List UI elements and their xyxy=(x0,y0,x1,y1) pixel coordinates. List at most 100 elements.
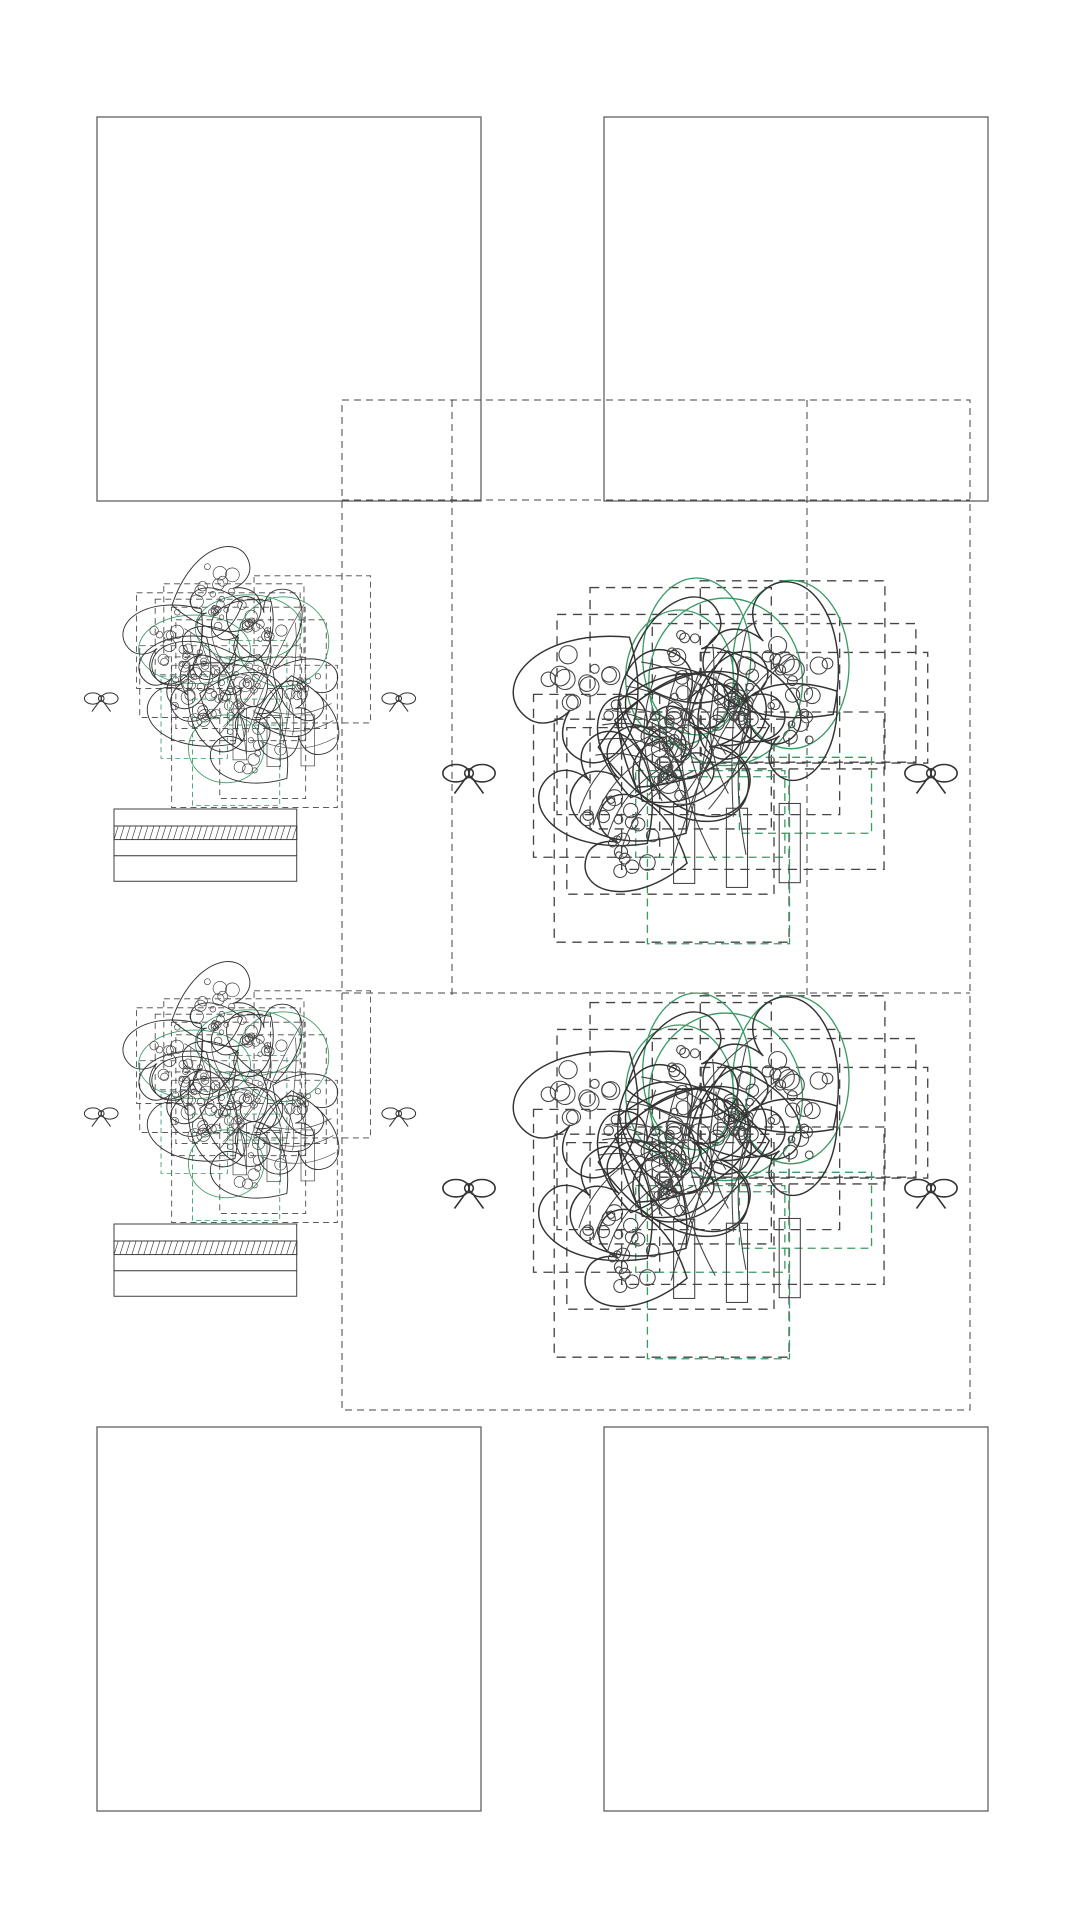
hatch-line xyxy=(214,825,220,840)
hatch-line xyxy=(137,825,143,840)
dot xyxy=(767,1116,775,1125)
bow-knot xyxy=(97,695,105,702)
bow-tail xyxy=(915,777,947,794)
leaf-outline xyxy=(226,1003,303,1084)
polka-dot-leaf xyxy=(190,587,243,638)
dot xyxy=(197,996,208,1007)
tag-rect xyxy=(232,1123,247,1176)
hatch-line xyxy=(262,1240,268,1255)
leaf-outline xyxy=(254,680,315,738)
dot xyxy=(661,735,675,750)
dot xyxy=(582,1224,594,1236)
dot xyxy=(670,692,679,701)
dot xyxy=(247,1152,254,1159)
dot xyxy=(243,1092,255,1104)
tree-cluster xyxy=(442,577,958,945)
dot xyxy=(730,698,739,708)
stripe xyxy=(260,720,334,732)
stripe xyxy=(592,1162,665,1241)
dot xyxy=(178,1059,188,1070)
stripe xyxy=(641,661,742,731)
bow-knot xyxy=(395,1110,403,1117)
dot xyxy=(182,653,189,660)
stem xyxy=(184,628,247,755)
tag-rect xyxy=(673,803,696,884)
dot xyxy=(202,1128,210,1136)
dot xyxy=(782,1073,805,1097)
dot xyxy=(314,673,322,680)
guide-box xyxy=(253,575,372,724)
dot xyxy=(554,1083,576,1106)
dot xyxy=(218,614,225,620)
guide-box xyxy=(136,592,301,689)
leaf-outline xyxy=(584,793,688,893)
dot xyxy=(200,1075,207,1082)
dot xyxy=(733,710,748,726)
bow-loop xyxy=(398,1107,417,1120)
dot xyxy=(613,864,628,879)
green-guide xyxy=(160,1090,228,1174)
hatch-line xyxy=(286,1240,292,1255)
dot xyxy=(219,1104,232,1116)
dot xyxy=(157,653,170,666)
dot xyxy=(190,1082,203,1095)
dot xyxy=(624,859,640,874)
leaf-outline xyxy=(122,1019,203,1100)
dot xyxy=(589,663,600,674)
dot xyxy=(241,1035,254,1048)
tree-cluster xyxy=(442,992,958,1360)
dot xyxy=(579,811,595,827)
striped-leaf xyxy=(611,1064,751,1203)
tag-rect xyxy=(266,715,281,767)
dot xyxy=(662,740,674,752)
leaf-outline xyxy=(151,640,237,722)
tag-rect xyxy=(725,807,749,888)
dot xyxy=(561,694,579,712)
hatch-line xyxy=(197,1240,202,1255)
stripe xyxy=(592,747,665,826)
small-tree-upper xyxy=(83,546,417,882)
hatch-line xyxy=(113,825,119,840)
dot xyxy=(623,802,639,819)
dot xyxy=(174,1023,181,1031)
dot xyxy=(657,1186,680,1209)
guide-box xyxy=(154,1013,271,1091)
dot xyxy=(665,701,684,720)
hatch-line xyxy=(226,1240,232,1255)
dot xyxy=(228,588,236,596)
dot xyxy=(302,1100,310,1108)
dot xyxy=(661,1150,675,1165)
leaf-outline xyxy=(226,588,303,669)
green-guide xyxy=(160,675,228,759)
bottom-right-panel xyxy=(603,1426,989,1812)
stem xyxy=(670,662,781,866)
hatch-line xyxy=(220,1240,226,1255)
bow-knot xyxy=(463,1183,475,1194)
hatch-line xyxy=(280,1240,286,1255)
dot xyxy=(251,1037,261,1047)
bottom-left-panel xyxy=(96,1426,482,1812)
dot xyxy=(225,567,240,583)
hatch-line xyxy=(155,825,161,840)
striped-leaf xyxy=(569,1140,694,1264)
dot xyxy=(182,1058,194,1069)
polka-dot-leaf xyxy=(738,682,838,782)
leaf-outline xyxy=(254,1095,315,1153)
leaf-outline xyxy=(617,1064,751,1203)
bow-tail xyxy=(91,1116,112,1127)
dot xyxy=(219,689,232,701)
hatch-line xyxy=(244,1240,250,1255)
dot xyxy=(579,1091,600,1112)
dot xyxy=(639,854,656,871)
large-tree-lower xyxy=(442,992,958,1360)
top-right-panel xyxy=(603,116,989,502)
dot xyxy=(196,1097,205,1106)
dot xyxy=(209,1006,216,1013)
dot xyxy=(679,632,690,644)
dot xyxy=(190,667,203,680)
leaf-outline xyxy=(190,1002,243,1053)
bow-tail xyxy=(388,1116,409,1127)
dot xyxy=(211,709,222,720)
tag-rect xyxy=(232,708,247,761)
